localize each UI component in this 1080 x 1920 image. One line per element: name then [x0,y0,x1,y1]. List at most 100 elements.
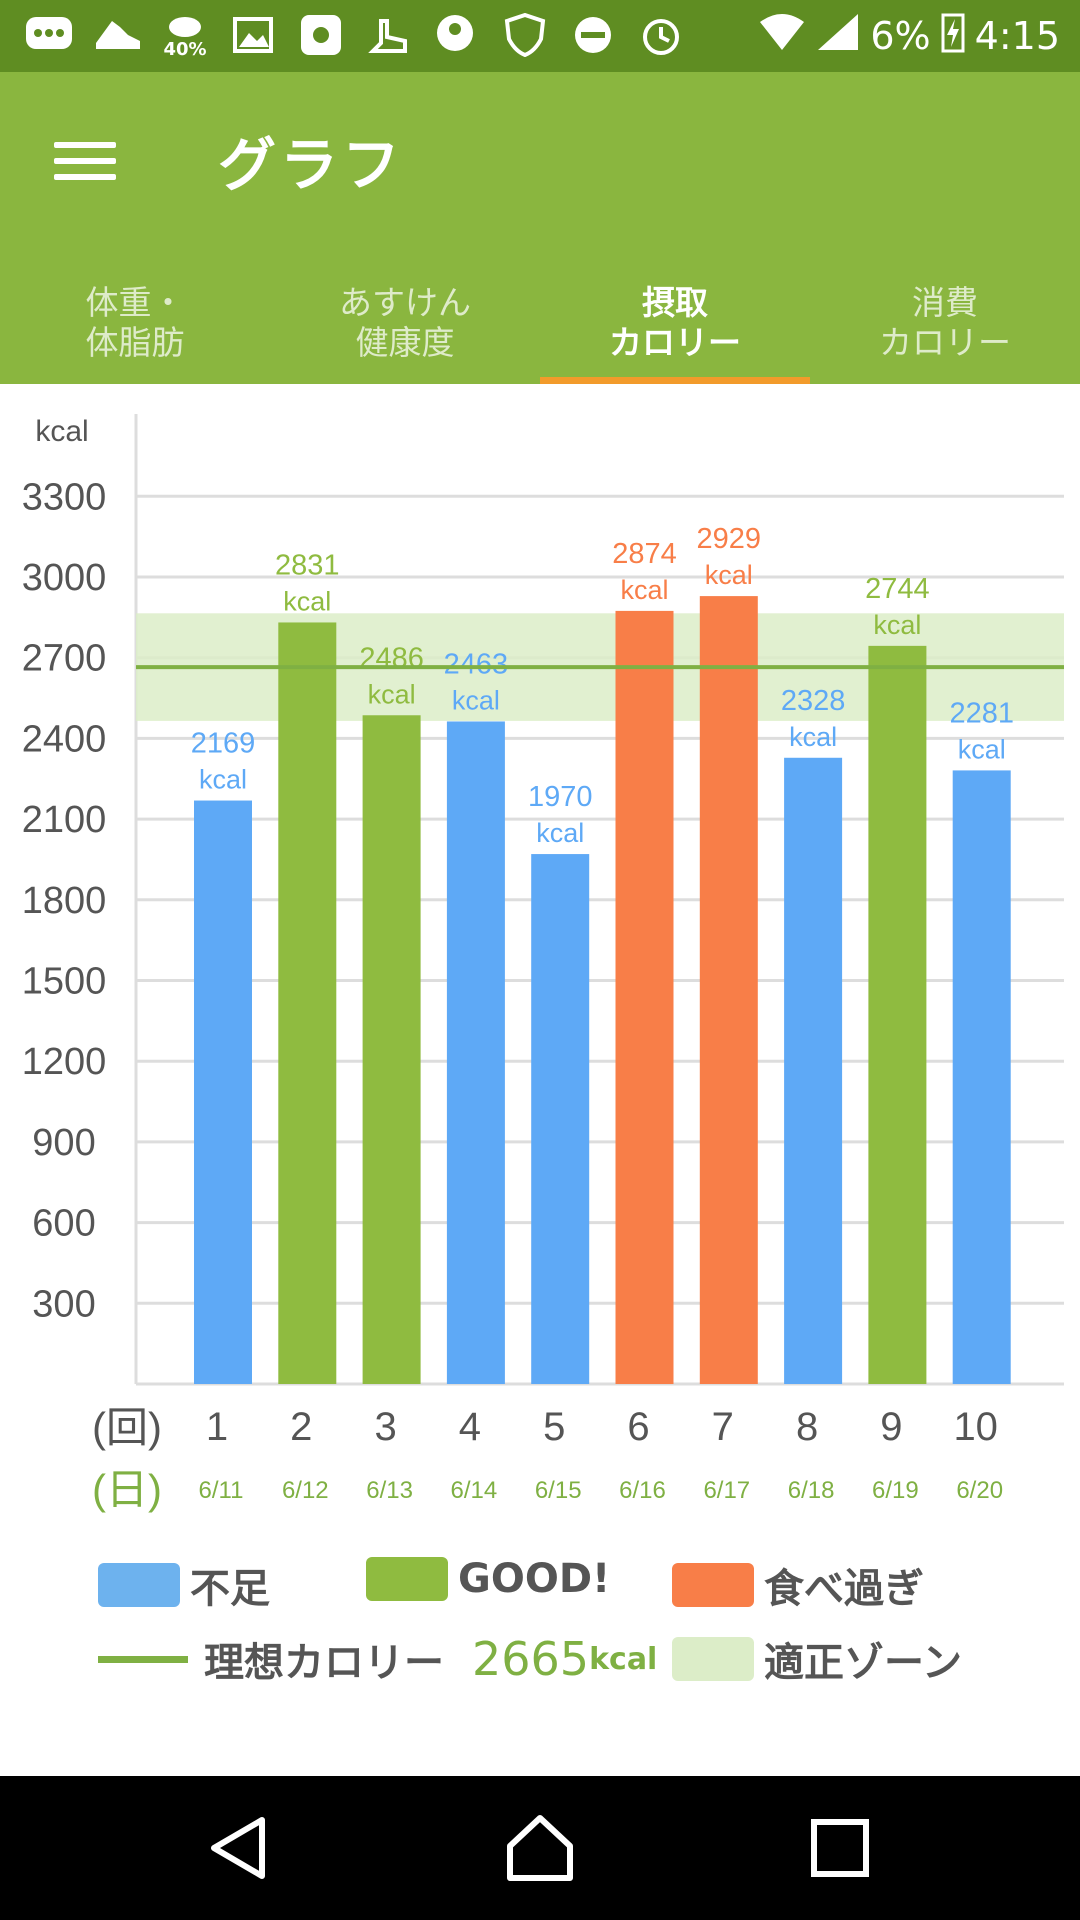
y-tick-label: 1500 [22,961,107,1003]
bar-value-label: 2744 [865,573,930,605]
bar-unit-label: kcal [368,679,416,709]
status-bar: 40% 6% 4:15 [0,0,1080,72]
legend-zone-label: 適正ゾーン [764,1640,962,1686]
tab-weight-body-fat[interactable]: 体重・ 体脂肪 [0,262,270,384]
x-date-label: 6/14 [451,1477,498,1504]
y-tick-label: 3300 [22,476,107,518]
pedometer-app-icon [364,10,414,60]
x-tick-label: 10 [953,1405,998,1449]
tab-asuken-health[interactable]: あすけん 健康度 [270,262,540,384]
bar-2 [278,622,337,1384]
x-date-label: 6/11 [199,1477,244,1504]
page-title: グラフ [218,131,405,199]
bar-value-label: 2463 [444,648,509,680]
y-tick-label: 3000 [22,557,107,599]
chart-svg: kcal 300 600 900 1200 1500 1800 2100 2400 2700 300… [22,414,1064,1513]
bar-unit-label: kcal [452,685,500,715]
chat-icon [24,10,74,60]
y-tick-label: 2100 [22,799,107,841]
bar-value-label: 2169 [191,728,256,760]
shoe-icon [92,10,142,60]
bar-unit-label: kcal [789,722,837,752]
x-date-label: 6/15 [535,1477,582,1504]
bar-9 [868,645,927,1384]
menu-icon[interactable] [50,132,120,202]
x-tick-label: 8 [796,1405,818,1449]
bar-unit-label: kcal [705,560,753,590]
bar-value-label: 2486 [359,642,424,674]
bar-unit-label: kcal [958,734,1006,764]
bar-4 [446,721,505,1384]
legend-under-swatch [98,1563,180,1607]
bar-value-label: 1970 [528,781,593,813]
legend-under-label: 不足 [190,1566,270,1612]
x-row-label-date: (日) [92,1466,162,1513]
legend-good-swatch [366,1557,448,1601]
do-not-disturb-icon [568,10,618,60]
recents-icon[interactable] [800,1808,880,1888]
legend-ideal: 理想カロリー 2665 kcal [98,1630,657,1688]
legend-ideal-label: 理想カロリー [204,1640,444,1686]
shield-icon [500,10,550,60]
legend-over-label: 食べ過ぎ [764,1566,924,1612]
tab-label: 消費 カロリー [879,283,1011,362]
x-date-label: 6/17 [703,1477,750,1504]
bar-unit-label: kcal [283,586,331,616]
home-icon[interactable] [500,1808,580,1888]
legend-zone-swatch [672,1637,754,1681]
weather-icon: 40% [160,10,210,60]
bar-5 [531,854,590,1384]
bar-value-label: 2929 [697,523,762,555]
y-axis-label: kcal [35,415,88,448]
tab-label: 体重・ 体脂肪 [85,283,185,362]
legend-under: 不足 [98,1556,270,1614]
bar-1 [194,800,252,1384]
x-tick-label: 3 [374,1405,396,1449]
x-date-label: 6/13 [366,1477,413,1504]
account-icon [432,10,482,60]
y-tick-label: 1200 [22,1041,107,1083]
legend-good-label: GOOD! [458,1556,611,1602]
x-tick-label: 2 [290,1405,312,1449]
battery-percent: 6% [870,14,931,58]
legend: 不足 GOOD! 食べ過ぎ 理想カロリー 2665 kcal 適正ゾーン [0,1534,1080,1774]
weather-percent: 40% [163,38,207,60]
x-date-label: 6/20 [956,1477,1003,1504]
legend-zone: 適正ゾーン [672,1630,962,1688]
calorie-chart: kcal 300 600 900 1200 1500 1800 2100 2400 2700 300… [0,384,1080,1534]
legend-good: GOOD! [366,1556,610,1602]
y-tick-label: 2700 [22,638,107,680]
bar-unit-label: kcal [199,765,247,795]
y-tick-label: 2400 [22,718,107,760]
back-icon[interactable] [200,1808,280,1888]
y-tick-label: 300 [32,1283,95,1325]
image-icon [228,10,278,60]
battery-charging-icon [941,11,965,62]
x-tick-label: 7 [712,1405,734,1449]
bar-value-label: 2328 [781,685,846,717]
y-tick-label: 1800 [22,880,107,922]
x-date-label: 6/16 [619,1477,666,1504]
x-date-label: 6/19 [872,1477,919,1504]
x-tick-label: 1 [206,1405,228,1449]
legend-ideal-value: 2665 [472,1632,590,1686]
x-row-label-count: (回) [92,1404,162,1451]
bar-7 [699,596,758,1384]
legend-ideal-unit: kcal [589,1641,658,1677]
bar-3 [362,715,421,1384]
x-tick-label: 6 [627,1405,649,1449]
x-date-label: 6/12 [282,1477,329,1504]
tab-burned-calories[interactable]: 消費 カロリー [810,262,1080,384]
x-date-label: 6/18 [788,1477,835,1504]
y-tick-label: 600 [32,1203,95,1245]
x-tick-label: 9 [880,1405,902,1449]
tab-intake-calories[interactable]: 摂取 カロリー [540,262,810,384]
bar-8 [784,757,843,1384]
bar-value-label: 2831 [275,549,340,581]
flower-app-icon [296,10,346,60]
alarm-icon [636,10,686,60]
wifi-icon [758,12,806,61]
tab-label: 摂取 カロリー [609,283,741,362]
clock-time: 4:15 [974,14,1060,58]
x-tick-label: 5 [543,1405,565,1449]
